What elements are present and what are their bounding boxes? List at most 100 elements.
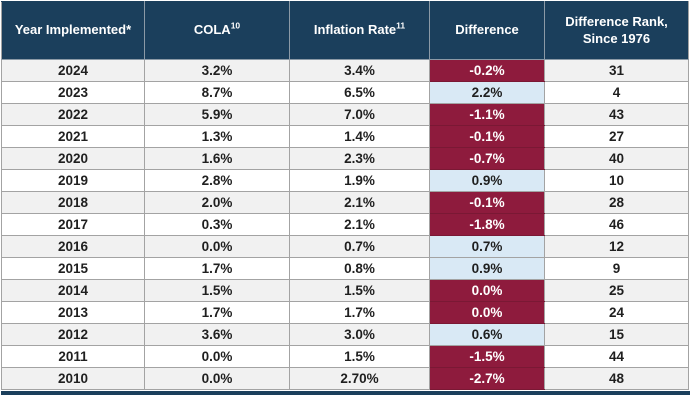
cell-inflation: 1.4%: [289, 125, 430, 148]
cell-rank: 28: [544, 191, 689, 214]
table-bottom-border: [1, 391, 690, 395]
cell-year: 2020: [1, 147, 145, 170]
cell-cola: 2.8%: [144, 169, 290, 192]
cell-year: 2015: [1, 257, 145, 280]
cell-cola: 0.0%: [144, 345, 290, 368]
cell-difference: 0.0%: [429, 301, 545, 324]
header-row: Year Implemented* COLA10 Inflation Rate1…: [1, 1, 689, 60]
cell-inflation: 1.5%: [289, 345, 430, 368]
cell-difference: -2.7%: [429, 367, 545, 390]
cell-rank: 12: [544, 235, 689, 258]
cell-inflation: 1.9%: [289, 169, 430, 192]
cell-difference: 0.6%: [429, 323, 545, 346]
table-row: 2010 0.0% 2.70% -2.7% 48: [1, 367, 689, 390]
cell-inflation: 0.8%: [289, 257, 430, 280]
cell-rank: 15: [544, 323, 689, 346]
header-difference: Difference: [429, 1, 545, 60]
cell-year: 2024: [1, 59, 145, 82]
table-row: 2020 1.6% 2.3% -0.7% 40: [1, 147, 689, 170]
table-row: 2021 1.3% 1.4% -0.1% 27: [1, 125, 689, 148]
cell-difference: -0.1%: [429, 191, 545, 214]
header-label: Difference: [455, 22, 519, 38]
cell-rank: 10: [544, 169, 689, 192]
cell-year: 2023: [1, 81, 145, 104]
table-row: 2018 2.0% 2.1% -0.1% 28: [1, 191, 689, 214]
cell-rank: 46: [544, 213, 689, 236]
cell-cola: 2.0%: [144, 191, 290, 214]
cell-year: 2019: [1, 169, 145, 192]
cell-rank: 43: [544, 103, 689, 126]
cell-difference: -1.1%: [429, 103, 545, 126]
cell-inflation: 1.7%: [289, 301, 430, 324]
cell-rank: 4: [544, 81, 689, 104]
cell-inflation: 0.7%: [289, 235, 430, 258]
header-year-implemented: Year Implemented*: [1, 1, 145, 60]
header-label: Inflation Rate: [313, 22, 397, 38]
cell-difference: 0.0%: [429, 279, 545, 302]
cell-rank: 24: [544, 301, 689, 324]
cell-rank: 31: [544, 59, 689, 82]
table-row: 2022 5.9% 7.0% -1.1% 43: [1, 103, 689, 126]
table-row: 2019 2.8% 1.9% 0.9% 10: [1, 169, 689, 192]
cell-rank: 9: [544, 257, 689, 280]
table-body: 2024 3.2% 3.4% -0.2% 31 2023 8.7% 6.5% 2…: [1, 59, 689, 390]
cell-year: 2021: [1, 125, 145, 148]
cell-cola: 8.7%: [144, 81, 290, 104]
table-row: 2011 0.0% 1.5% -1.5% 44: [1, 345, 689, 368]
cell-rank: 44: [544, 345, 689, 368]
header-label: COLA: [193, 22, 231, 38]
cell-difference: -1.5%: [429, 345, 545, 368]
cell-cola: 1.7%: [144, 257, 290, 280]
cell-year: 2014: [1, 279, 145, 302]
cell-difference: 0.9%: [429, 257, 545, 280]
cell-rank: 48: [544, 367, 689, 390]
data-table: Year Implemented* COLA10 Inflation Rate1…: [1, 1, 689, 390]
cell-cola: 3.6%: [144, 323, 290, 346]
footnote-marker: 10: [230, 20, 241, 31]
cell-inflation: 1.5%: [289, 279, 430, 302]
cell-rank: 40: [544, 147, 689, 170]
cell-year: 2013: [1, 301, 145, 324]
table-row: 2023 8.7% 6.5% 2.2% 4: [1, 81, 689, 104]
table-row: 2017 0.3% 2.1% -1.8% 46: [1, 213, 689, 236]
cell-cola: 5.9%: [144, 103, 290, 126]
cell-year: 2016: [1, 235, 145, 258]
cell-difference: -1.8%: [429, 213, 545, 236]
cell-inflation: 3.4%: [289, 59, 430, 82]
cell-rank: 25: [544, 279, 689, 302]
cell-inflation: 7.0%: [289, 103, 430, 126]
cell-rank: 27: [544, 125, 689, 148]
cell-difference: 0.9%: [429, 169, 545, 192]
table-row: 2024 3.2% 3.4% -0.2% 31: [1, 59, 689, 82]
table-row: 2013 1.7% 1.7% 0.0% 24: [1, 301, 689, 324]
cell-difference: 2.2%: [429, 81, 545, 104]
cell-year: 2012: [1, 323, 145, 346]
header-label: Year Implemented*: [14, 22, 132, 38]
cell-year: 2017: [1, 213, 145, 236]
header-cola: COLA10: [144, 1, 290, 60]
cell-cola: 0.0%: [144, 235, 290, 258]
cell-difference: 0.7%: [429, 235, 545, 258]
cell-cola: 1.6%: [144, 147, 290, 170]
cell-year: 2010: [1, 367, 145, 390]
header-inflation-rate: Inflation Rate11: [289, 1, 430, 60]
cell-cola: 1.7%: [144, 301, 290, 324]
cell-cola: 1.5%: [144, 279, 290, 302]
cell-difference: -0.2%: [429, 59, 545, 82]
cell-inflation: 2.3%: [289, 147, 430, 170]
table-row: 2016 0.0% 0.7% 0.7% 12: [1, 235, 689, 258]
header-difference-rank: Difference Rank, Since 1976: [544, 1, 689, 60]
cell-inflation: 2.1%: [289, 191, 430, 214]
cola-inflation-table: Year Implemented* COLA10 Inflation Rate1…: [1, 1, 690, 395]
cell-year: 2011: [1, 345, 145, 368]
cell-difference: -0.1%: [429, 125, 545, 148]
cell-cola: 0.3%: [144, 213, 290, 236]
cell-difference: -0.7%: [429, 147, 545, 170]
table-row: 2012 3.6% 3.0% 0.6% 15: [1, 323, 689, 346]
cell-inflation: 2.70%: [289, 367, 430, 390]
cell-inflation: 2.1%: [289, 213, 430, 236]
cell-cola: 0.0%: [144, 367, 290, 390]
cell-inflation: 6.5%: [289, 81, 430, 104]
cell-year: 2022: [1, 103, 145, 126]
cell-cola: 3.2%: [144, 59, 290, 82]
